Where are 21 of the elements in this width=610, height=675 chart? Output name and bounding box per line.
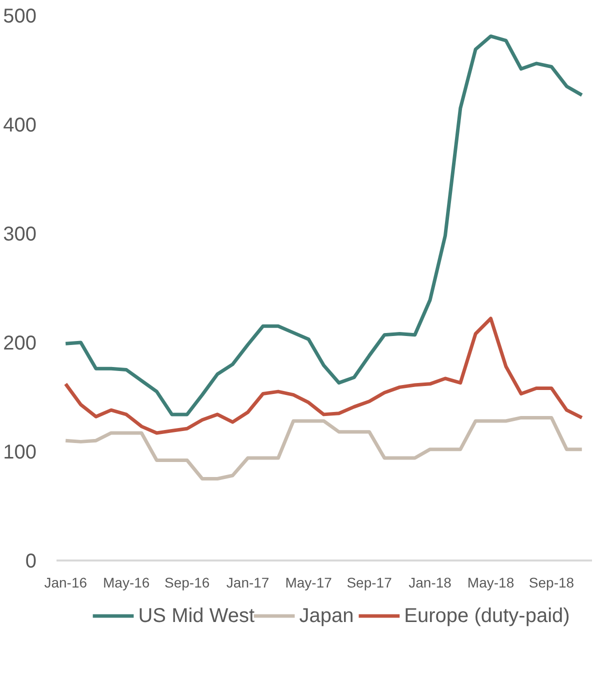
line-series bbox=[64, 34, 584, 416]
x-tick-label: Sep-18 bbox=[528, 574, 574, 590]
y-tick-label: 200 bbox=[3, 332, 37, 354]
line-series bbox=[64, 416, 584, 480]
x-tick-label: May-18 bbox=[467, 574, 514, 590]
x-tick-label: Jan-17 bbox=[226, 574, 270, 590]
x-tick-label: Sep-16 bbox=[164, 574, 210, 590]
y-tick-label: 100 bbox=[3, 442, 37, 464]
x-tick-label: May-16 bbox=[103, 574, 150, 590]
y-tick-label: 300 bbox=[3, 224, 37, 246]
y-tick-label: 0 bbox=[25, 550, 36, 572]
legend-label: Japan bbox=[299, 605, 354, 627]
y-tick-label: 400 bbox=[3, 114, 37, 136]
x-tick-label: May-17 bbox=[285, 574, 332, 590]
x-tick-label: Sep-17 bbox=[346, 574, 392, 590]
legend-label: US Mid West bbox=[138, 605, 255, 627]
x-tick-label: Jan-16 bbox=[44, 574, 88, 590]
legend-label: Europe (duty-paid) bbox=[404, 605, 570, 627]
line-series bbox=[64, 316, 584, 435]
x-tick-label: Jan-18 bbox=[408, 574, 452, 590]
y-tick-label: 500 bbox=[3, 6, 37, 28]
